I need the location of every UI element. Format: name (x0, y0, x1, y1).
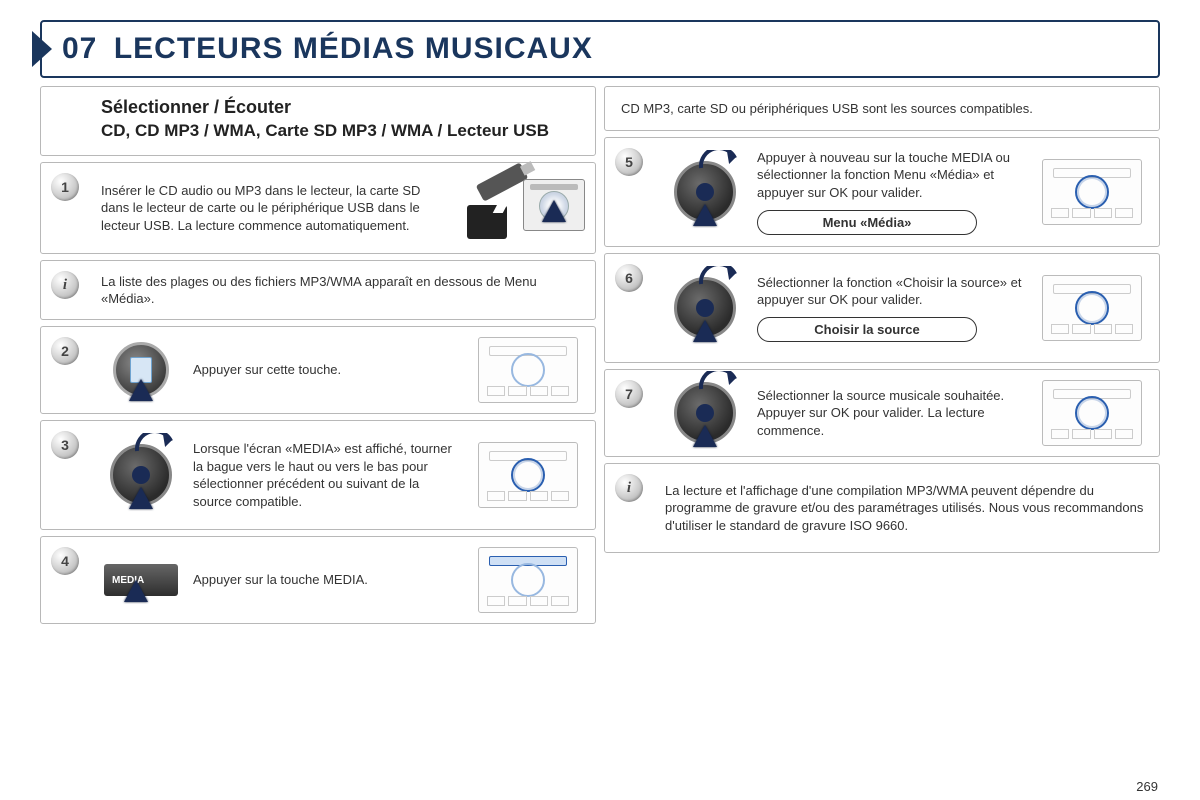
info-badge: i (615, 474, 643, 502)
content-columns: Sélectionner / Écouter CD, CD MP3 / WMA,… (40, 86, 1160, 624)
right-column: CD MP3, carte SD ou périphériques USB so… (604, 86, 1160, 624)
step-badge: 4 (51, 547, 79, 575)
info-note-2: i La lecture et l'affichage d'une compil… (604, 463, 1160, 553)
chapter-title-bar: 07 LECTEURS MÉDIAS MUSICAUX (40, 20, 1160, 78)
info-note-1: i La liste des plages ou des fichiers MP… (40, 260, 596, 320)
compat-note: CD MP3, carte SD ou périphériques USB so… (604, 86, 1160, 131)
section-header-line2: CD, CD MP3 / WMA, Carte SD MP3 / WMA / L… (101, 120, 579, 141)
step-text: Lorsque l'écran «MEDIA» est affiché, tou… (193, 440, 461, 510)
step-6: 6 Sélectionner la fonction «Choisir la s… (604, 253, 1160, 363)
rotate-arrow-icon (697, 371, 741, 393)
arrow-up-icon (129, 379, 153, 401)
left-column: Sélectionner / Écouter CD, CD MP3 / WMA,… (40, 86, 596, 624)
console-thumbnail (473, 442, 583, 508)
console-thumbnail (1037, 380, 1147, 446)
step-badge: 5 (615, 148, 643, 176)
arrow-up-icon (693, 320, 717, 342)
info-text: La liste des plages ou des fichiers MP3/… (101, 273, 583, 308)
media-key-icon: MEDIA (101, 564, 181, 596)
chapter-title: LECTEURS MÉDIAS MUSICAUX (114, 32, 593, 65)
rotate-dial-icon (665, 161, 745, 223)
step-badge: 6 (615, 264, 643, 292)
page-number: 269 (1136, 779, 1158, 794)
step-badge: 2 (51, 337, 79, 365)
step-2: 2 Appuyer sur cette touche. (40, 326, 596, 414)
step-7: 7 Sélectionner la source musicale souhai… (604, 369, 1160, 457)
rotate-arrow-icon (697, 150, 741, 172)
console-thumbnail (473, 337, 583, 403)
arrow-up-icon (542, 200, 566, 222)
menu-pill: Choisir la source (757, 317, 977, 343)
step-5: 5 Appuyer à nouveau sur la touche MEDIA … (604, 137, 1160, 247)
step-text-body: Appuyer à nouveau sur la touche MEDIA ou… (757, 149, 1025, 202)
step-1: 1 Insérer le CD audio ou MP3 dans le lec… (40, 162, 596, 254)
info-badge: i (51, 271, 79, 299)
rotate-arrow-icon (133, 433, 177, 455)
rotate-dial-icon (665, 277, 745, 339)
step-badge: 1 (51, 173, 79, 201)
step-text: Sélectionner la fonction «Choisir la sou… (757, 274, 1025, 343)
rotate-arrow-icon (697, 266, 741, 288)
section-header-line1: Sélectionner / Écouter (101, 97, 579, 118)
step-4: 4 MEDIA Appuyer sur la touche MEDIA. (40, 536, 596, 624)
step-3: 3 Lorsque l'écran «MEDIA» est affiché, t… (40, 420, 596, 530)
arrow-up-icon (129, 487, 153, 509)
console-thumbnail (1037, 275, 1147, 341)
rotate-dial-icon (101, 444, 181, 506)
chapter-number: 07 (62, 32, 97, 65)
rotate-dial-icon (665, 382, 745, 444)
arrow-up-icon (693, 425, 717, 447)
arrow-up-icon (693, 204, 717, 226)
step-text: Sélectionner la source musicale souhaité… (757, 387, 1025, 440)
menu-pill: Menu «Média» (757, 210, 977, 236)
step-text-body: Sélectionner la fonction «Choisir la sou… (757, 274, 1025, 309)
usb-stick-icon (476, 163, 529, 202)
cd-unit-icon (523, 179, 585, 231)
info-text: La lecture et l'affichage d'une compilat… (665, 482, 1147, 535)
step-text: Appuyer sur cette touche. (193, 361, 461, 379)
sd-card-icon (467, 205, 507, 239)
step-badge: 3 (51, 431, 79, 459)
section-header: Sélectionner / Écouter CD, CD MP3 / WMA,… (40, 86, 596, 156)
step-text: Insérer le CD audio ou MP3 dans le lecte… (101, 182, 451, 235)
console-thumbnail (1037, 159, 1147, 225)
arrow-up-icon (124, 580, 148, 602)
devices-icon (463, 173, 583, 243)
manual-page: 07 LECTEURS MÉDIAS MUSICAUX Sélectionner… (40, 20, 1160, 770)
step-text: Appuyer sur la touche MEDIA. (193, 571, 461, 589)
console-thumbnail (473, 547, 583, 613)
step-text: Appuyer à nouveau sur la touche MEDIA ou… (757, 149, 1025, 235)
step-badge: 7 (615, 380, 643, 408)
press-button-icon (101, 342, 181, 398)
